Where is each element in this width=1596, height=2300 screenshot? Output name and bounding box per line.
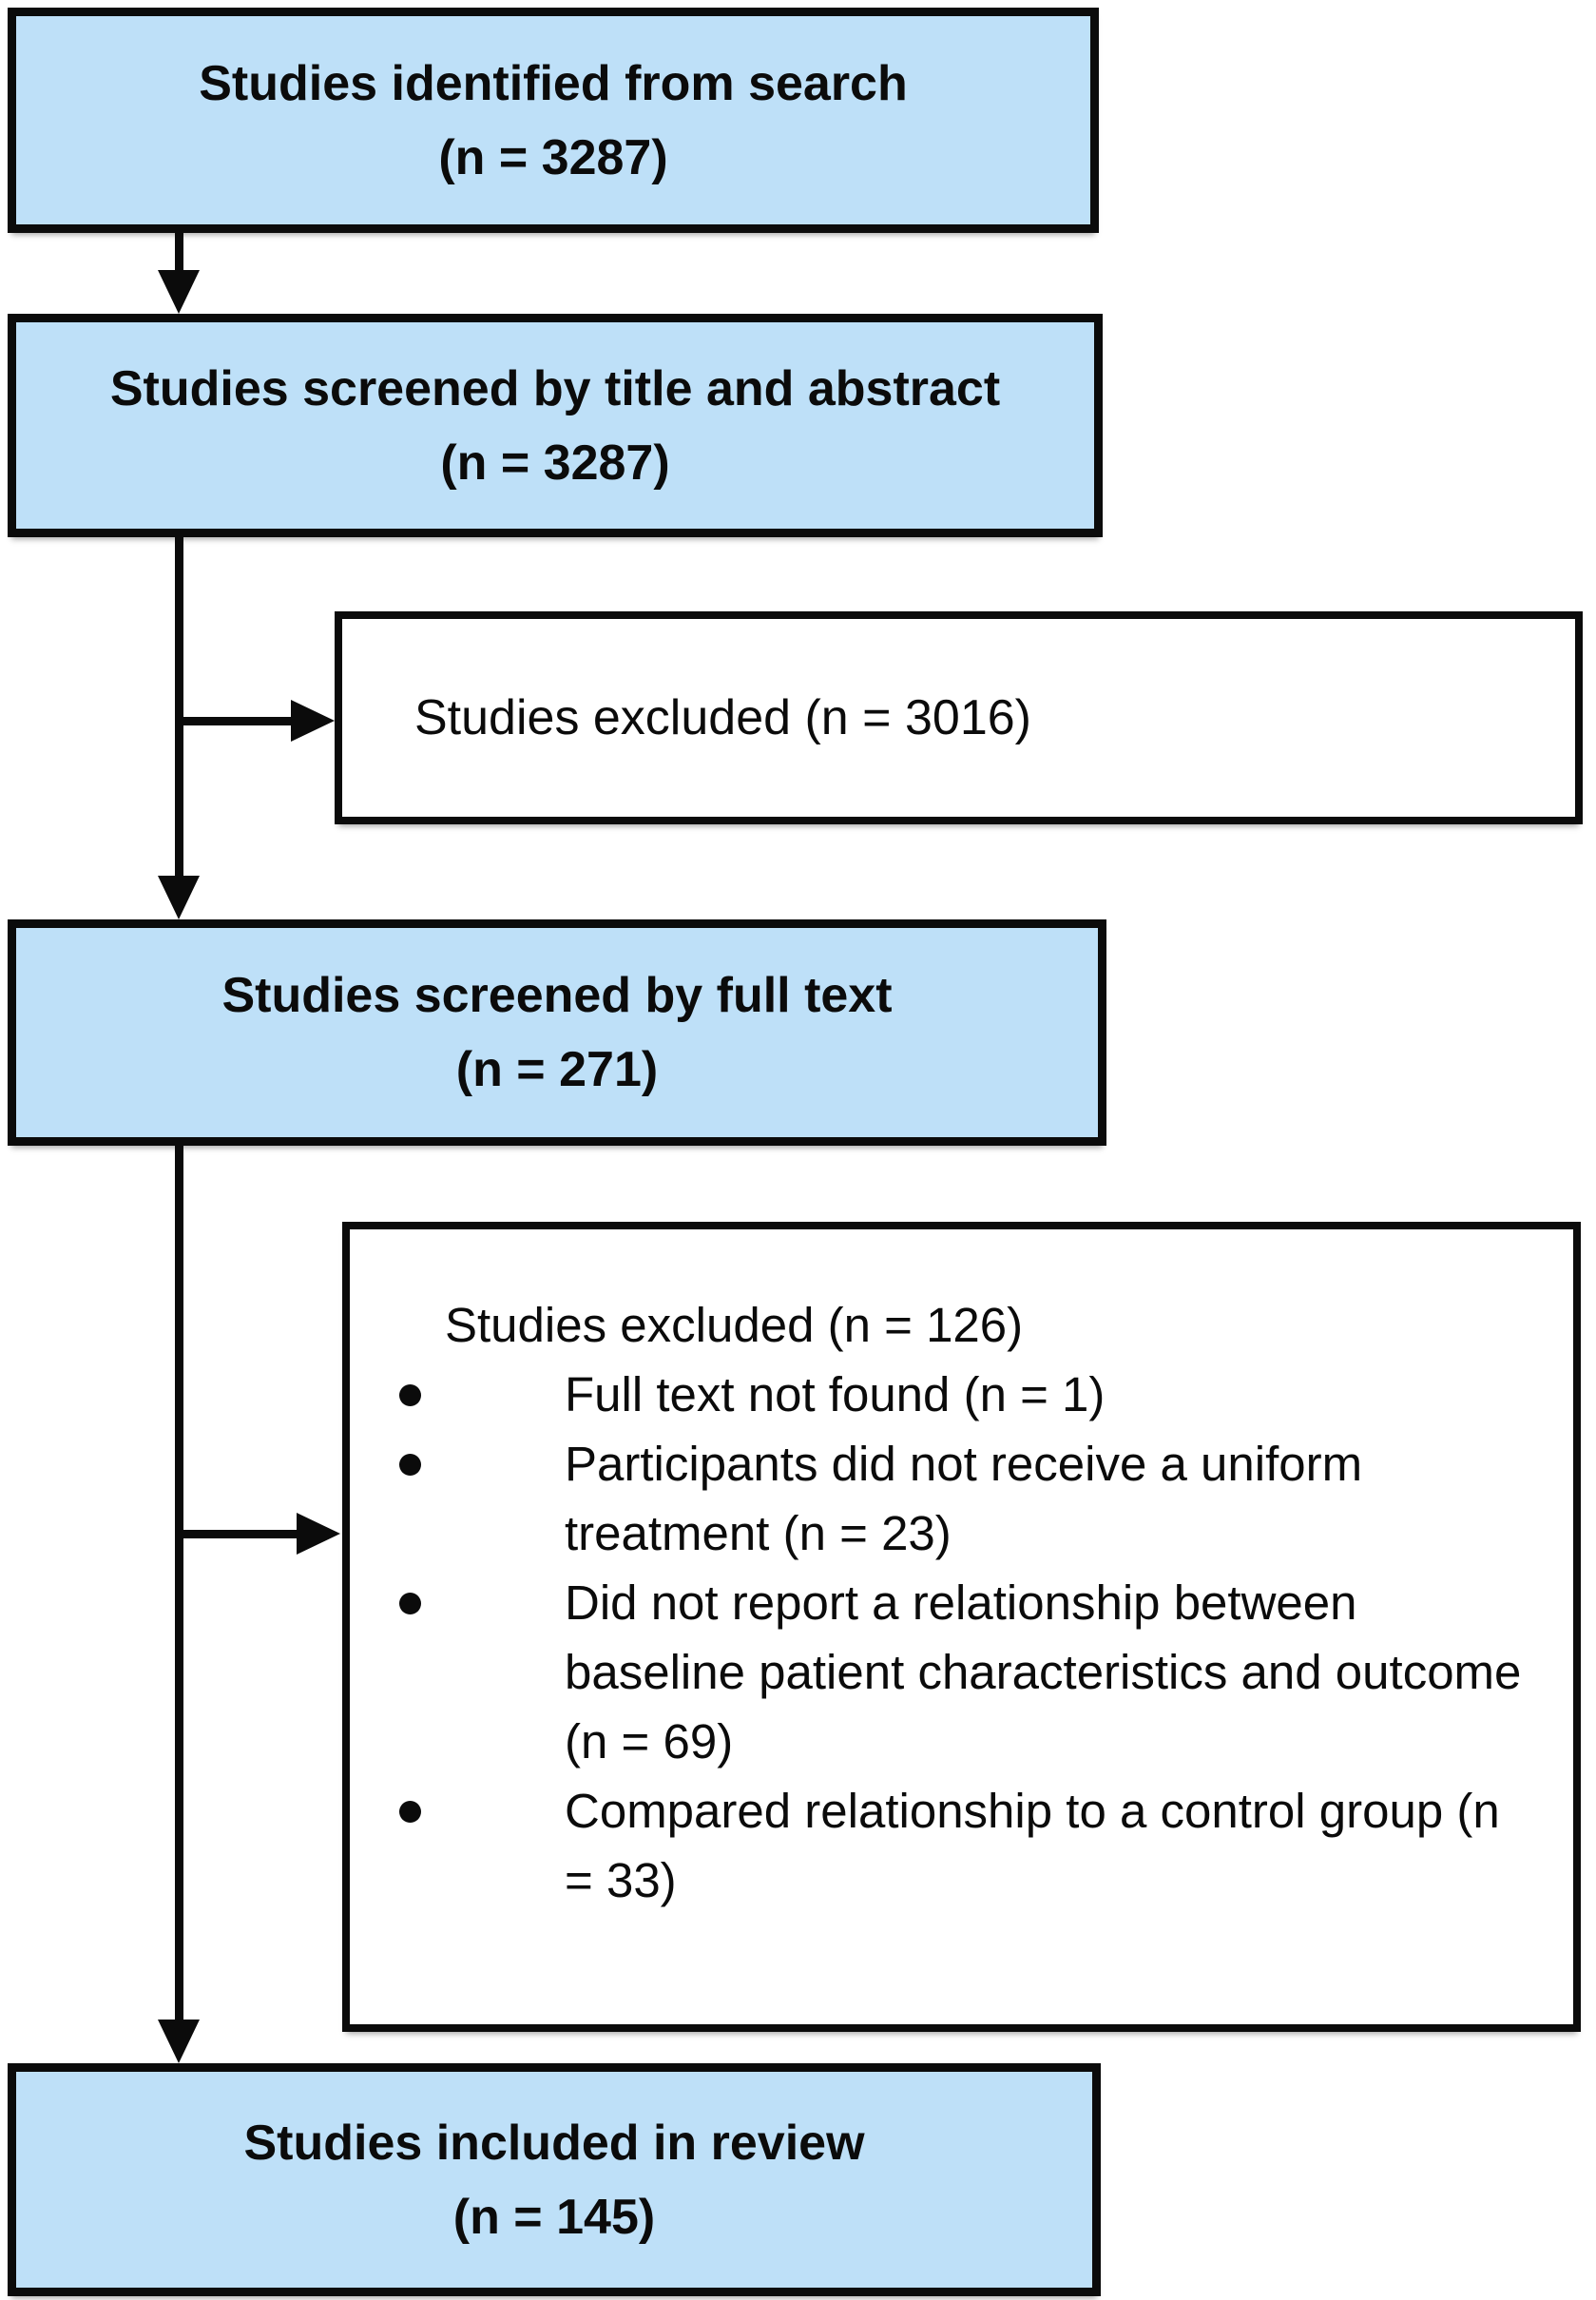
branch-to-excluded-screening-head [291, 700, 335, 742]
branch-to-excluded-screening-line [179, 717, 295, 725]
excluded-fulltext-bullet-row: Full text not found (n = 1) [395, 1360, 1541, 1429]
excluded-fulltext-bullet-row: Did not report a relationship between ba… [395, 1568, 1541, 1776]
included-box: Studies included in review (n = 145) [8, 2063, 1101, 2296]
identified-count: (n = 3287) [438, 129, 668, 185]
arrow-identified-to-screened-line [175, 233, 183, 279]
screened-full-text-count: (n = 271) [455, 1042, 659, 1097]
screened-title-abstract-label: Studies screened by title and abstract [109, 360, 1001, 416]
identified-label: Studies identified from search [199, 55, 908, 111]
excluded-fulltext-title: Studies excluded (n = 126) [445, 1298, 1024, 1352]
bullet-icon [395, 1429, 565, 1498]
included-label: Studies included in review [243, 2115, 865, 2171]
excluded-fulltext-bullet-row: Compared relationship to a control group… [395, 1776, 1541, 1915]
excluded-fulltext-box: Studies excluded (n = 126) Full text not… [342, 1222, 1581, 2032]
excluded-fulltext-bullet: Full text not found (n = 1) [565, 1367, 1106, 1421]
bullet-icon [395, 1568, 565, 1637]
bullet-icon [395, 1360, 565, 1429]
arrow-screened-to-fulltext-line [175, 537, 183, 879]
branch-to-excluded-fulltext-line [179, 1530, 298, 1538]
identified-box: Studies identified from search (n = 3287… [8, 8, 1099, 233]
screened-title-abstract-count: (n = 3287) [440, 435, 670, 491]
screened-full-text-box: Studies screened by full text (n = 271) [8, 919, 1106, 1146]
arrow-fulltext-to-included-head [158, 2020, 200, 2063]
excluded-fulltext-bullet: Did not report a relationship between ba… [565, 1575, 1522, 1768]
screened-title-abstract-box: Studies screened by title and abstract (… [8, 314, 1103, 537]
excluded-screening-label: Studies excluded (n = 3016) [414, 690, 1031, 745]
excluded-fulltext-bullet: Compared relationship to a control group… [565, 1784, 1500, 1907]
bullet-icon [395, 1776, 565, 1846]
excluded-screening-box: Studies excluded (n = 3016) [335, 611, 1583, 824]
excluded-fulltext-bullet: Participants did not receive a uniform t… [565, 1437, 1363, 1560]
excluded-fulltext-bullet-row: Participants did not receive a uniform t… [395, 1429, 1541, 1568]
arrow-screened-to-fulltext-head [158, 876, 200, 919]
screened-full-text-label: Studies screened by full text [221, 968, 893, 1023]
arrow-identified-to-screened-head [158, 270, 200, 314]
included-count: (n = 145) [452, 2189, 656, 2245]
branch-to-excluded-fulltext-head [297, 1513, 340, 1555]
arrow-fulltext-to-included-line [175, 1146, 183, 2022]
